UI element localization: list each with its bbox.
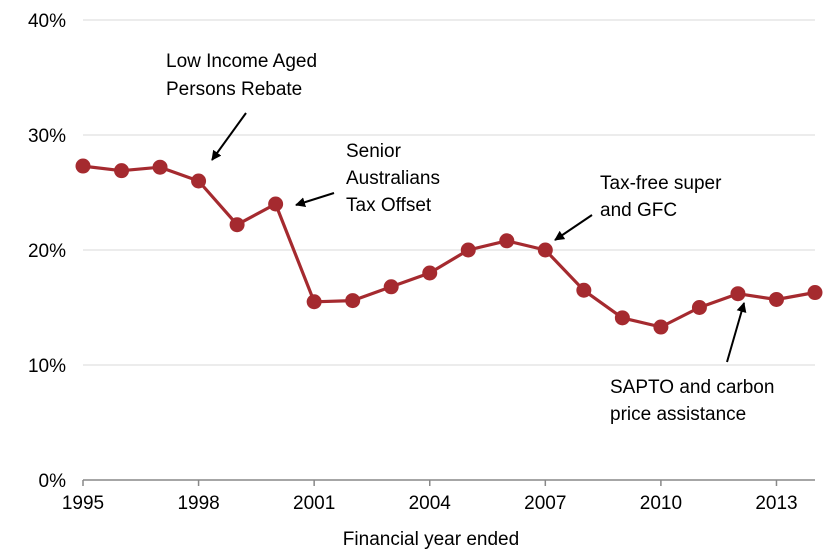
data-point — [576, 282, 592, 298]
x-tick-label: 2010 — [640, 493, 682, 514]
x-tick-label: 2001 — [293, 493, 335, 514]
data-point — [807, 285, 823, 301]
x-tick-label: 1995 — [62, 493, 104, 514]
data-point — [152, 159, 168, 175]
arrow-taxfree-super — [554, 214, 593, 241]
y-tick-label: 20% — [28, 241, 66, 262]
x-tick-label: 1998 — [177, 493, 219, 514]
y-tick-label: 10% — [28, 356, 66, 377]
data-point — [306, 294, 322, 310]
x-tick-label: 2007 — [524, 493, 566, 514]
data-point — [75, 158, 91, 174]
data-point — [537, 242, 553, 258]
x-axis-title: Financial year ended — [343, 529, 519, 550]
data-point — [768, 291, 784, 307]
annotation-lia-rebate: Low Income Aged Persons Rebate — [166, 51, 322, 100]
y-tick-label: 40% — [28, 11, 66, 32]
arrow-lia-rebate — [211, 112, 247, 161]
data-point — [191, 173, 207, 189]
data-point — [730, 286, 746, 302]
data-point — [422, 265, 438, 281]
arrow-sapto-carbon — [726, 302, 747, 363]
y-tick-label: 30% — [28, 126, 66, 147]
data-point — [653, 319, 669, 335]
annotation-sapto-carbon: SAPTO and carbon price assistance — [610, 377, 780, 425]
data-point — [114, 163, 130, 179]
gridlines — [83, 19, 815, 366]
y-tick-label: 0% — [39, 471, 67, 492]
series-line-group — [75, 158, 823, 335]
x-tick-label: 2004 — [409, 493, 452, 514]
axes: 0% 10% 20% 30% 40% 1995 1998 2001 2004 2007 2010 20… — [28, 11, 815, 514]
arrow-sato — [295, 192, 335, 208]
data-point — [460, 242, 476, 258]
data-point — [345, 293, 361, 309]
annotation-sato: Senior Australians Tax Offset — [346, 141, 445, 216]
data-point — [614, 310, 630, 326]
annotation-taxfree-super: Tax-free super and GFC — [600, 173, 727, 221]
data-point — [268, 196, 284, 212]
x-tick-label: 2013 — [755, 493, 797, 514]
annotations: Low Income Aged Persons Rebate Senior Au… — [166, 51, 780, 425]
data-point — [383, 279, 399, 295]
data-point — [691, 300, 707, 315]
data-point — [499, 233, 515, 249]
data-point — [229, 217, 245, 233]
